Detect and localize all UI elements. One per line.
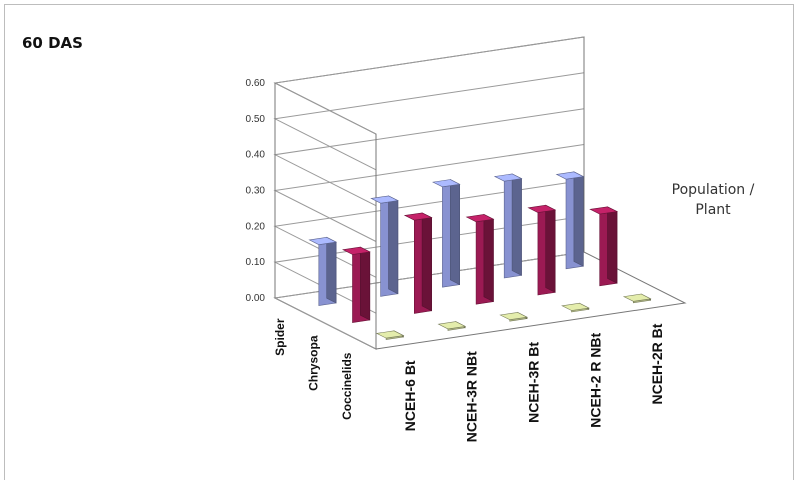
bar-chrysopa-4-top — [527, 204, 557, 213]
bar-chrysopa-3-side — [483, 213, 494, 303]
series-label-spider: Spider — [273, 318, 287, 356]
bar-spider-3-top — [432, 179, 461, 188]
bar-chrysopa-2-top — [403, 212, 433, 221]
y-tick-label: 0.40 — [246, 150, 266, 161]
y-tick-label: 0.20 — [246, 221, 266, 232]
z-axis-label: Population / Plant — [671, 182, 755, 218]
bar-chrysopa-4-side — [545, 204, 556, 293]
bar-coccinelids-3-top — [499, 312, 528, 321]
category-label: NCEH-2R Bt — [649, 323, 665, 404]
category-label: NCEH-3R Bt — [526, 342, 542, 423]
series-label-chrysopa: Chrysopa — [307, 335, 321, 391]
category-label: NCEH-6 Bt — [402, 360, 418, 431]
bar-chrysopa-2-side — [421, 212, 432, 312]
bar-chrysopa-1-top — [342, 246, 371, 255]
bar-spider-2-side — [388, 195, 399, 295]
bar-coccinelids-5-top — [622, 293, 652, 302]
bar-coccinelids-4-top — [561, 302, 590, 311]
bar-spider-1-top — [308, 236, 338, 246]
category-label: NCEH-2 R NBt — [587, 332, 603, 427]
category-label: NCEH-3R NBt — [464, 351, 480, 442]
y-tick-label: 0.00 — [246, 293, 266, 304]
bar-spider-4-side — [511, 173, 522, 276]
bar-chrysopa-1-side — [359, 246, 371, 321]
chart-title: 60 DAS — [22, 34, 83, 52]
bar-spider-5-top — [555, 171, 585, 180]
y-tick-label: 0.10 — [246, 257, 266, 268]
chart-frame — [4, 4, 794, 480]
bar-chrysopa-5-side — [607, 206, 618, 284]
bar-coccinelids-2-top — [437, 321, 467, 330]
bar-chrysopa-5-top — [589, 206, 618, 215]
bar-spider-3-side — [449, 179, 461, 286]
bar-spider-5-side — [573, 171, 584, 267]
y-tick-label: 0.60 — [246, 78, 266, 89]
y-tick-label: 0.30 — [246, 186, 266, 197]
bar-coccinelids-1-top — [375, 330, 405, 339]
bar-spider-4-top — [493, 173, 523, 182]
bar-spider-1-side — [326, 236, 337, 304]
bar-chrysopa-3-top — [465, 214, 495, 223]
bar-spider-2-top — [370, 195, 399, 204]
series-label-coccinelids: Coccinelids — [340, 352, 354, 420]
y-tick-label: 0.50 — [246, 114, 266, 125]
